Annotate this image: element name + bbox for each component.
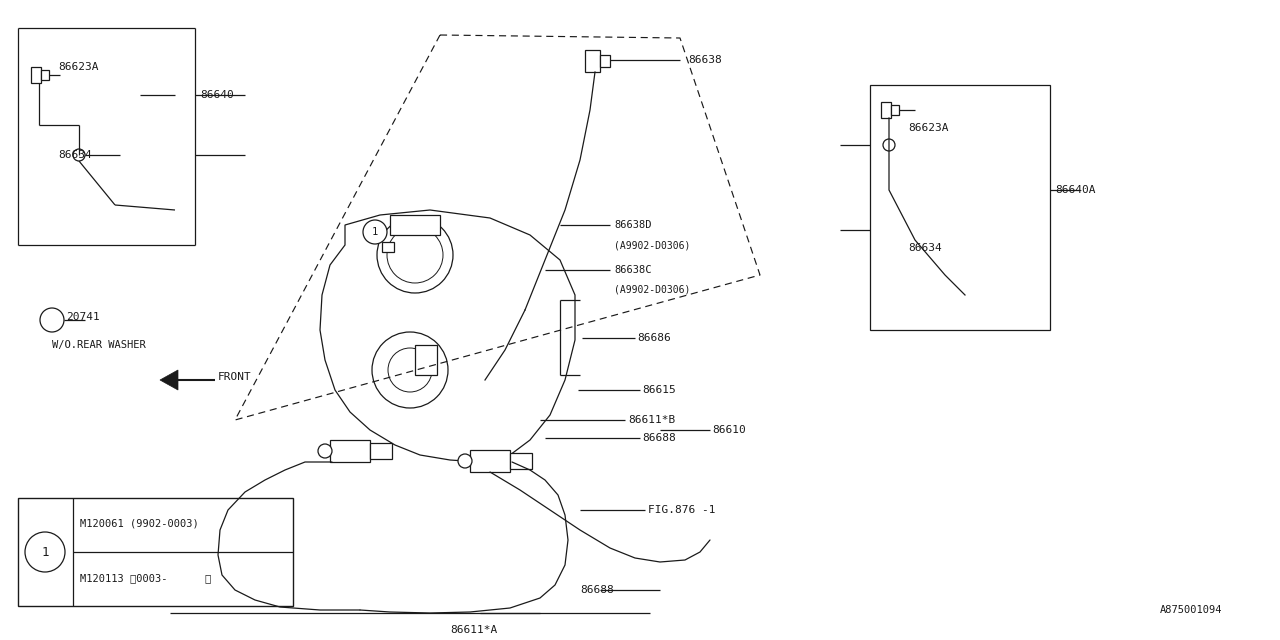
Bar bbox=[881, 102, 891, 118]
Bar bbox=[381, 242, 394, 252]
Text: 1: 1 bbox=[41, 545, 49, 559]
Text: A875001094: A875001094 bbox=[1160, 605, 1222, 615]
Bar bbox=[870, 85, 1050, 330]
Bar bbox=[509, 453, 532, 469]
Text: 86610: 86610 bbox=[712, 425, 746, 435]
Text: 86688: 86688 bbox=[580, 585, 613, 595]
Bar bbox=[31, 67, 41, 83]
Circle shape bbox=[458, 454, 472, 468]
Text: W/O.REAR WASHER: W/O.REAR WASHER bbox=[52, 340, 146, 350]
Polygon shape bbox=[160, 370, 178, 390]
Text: 86640: 86640 bbox=[200, 90, 234, 100]
Text: 86615: 86615 bbox=[643, 385, 676, 395]
Text: M120061 (9902-0003): M120061 (9902-0003) bbox=[79, 519, 198, 529]
Text: 86634: 86634 bbox=[908, 243, 942, 253]
Circle shape bbox=[73, 149, 84, 161]
Text: 86611*B: 86611*B bbox=[628, 415, 676, 425]
Text: 86623A: 86623A bbox=[58, 62, 99, 72]
Circle shape bbox=[317, 444, 332, 458]
Bar bbox=[390, 215, 440, 235]
Bar bbox=[370, 443, 392, 459]
Circle shape bbox=[40, 308, 64, 332]
Text: 86638C: 86638C bbox=[614, 265, 652, 275]
Text: FIG.876 -1: FIG.876 -1 bbox=[648, 505, 716, 515]
Bar bbox=[585, 50, 600, 72]
Bar bbox=[18, 498, 293, 606]
Circle shape bbox=[378, 217, 453, 293]
Text: 86638D: 86638D bbox=[614, 220, 652, 230]
Text: 86640A: 86640A bbox=[1055, 185, 1096, 195]
Bar bbox=[891, 105, 899, 115]
Circle shape bbox=[26, 532, 65, 572]
Text: 86638: 86638 bbox=[689, 55, 722, 65]
Text: 86688: 86688 bbox=[643, 433, 676, 443]
Bar bbox=[41, 70, 49, 80]
Circle shape bbox=[883, 139, 895, 151]
Text: 86634: 86634 bbox=[58, 150, 92, 160]
Bar bbox=[415, 345, 436, 375]
Circle shape bbox=[387, 227, 443, 283]
Circle shape bbox=[364, 220, 387, 244]
Text: 86686: 86686 bbox=[637, 333, 671, 343]
Text: FRONT: FRONT bbox=[218, 372, 252, 382]
Text: 86623A: 86623A bbox=[908, 123, 948, 133]
Circle shape bbox=[388, 348, 433, 392]
Text: (A9902-D0306): (A9902-D0306) bbox=[614, 240, 690, 250]
Bar bbox=[600, 55, 611, 67]
Text: 20741: 20741 bbox=[67, 312, 100, 322]
Text: (A9902-D0306): (A9902-D0306) bbox=[614, 285, 690, 295]
Text: M120113 〃0003-      〃: M120113 〃0003- 〃 bbox=[79, 573, 211, 583]
Text: 1: 1 bbox=[372, 227, 378, 237]
Bar bbox=[470, 450, 509, 472]
Text: 86611*A: 86611*A bbox=[451, 625, 497, 635]
Circle shape bbox=[372, 332, 448, 408]
Bar bbox=[330, 440, 370, 462]
